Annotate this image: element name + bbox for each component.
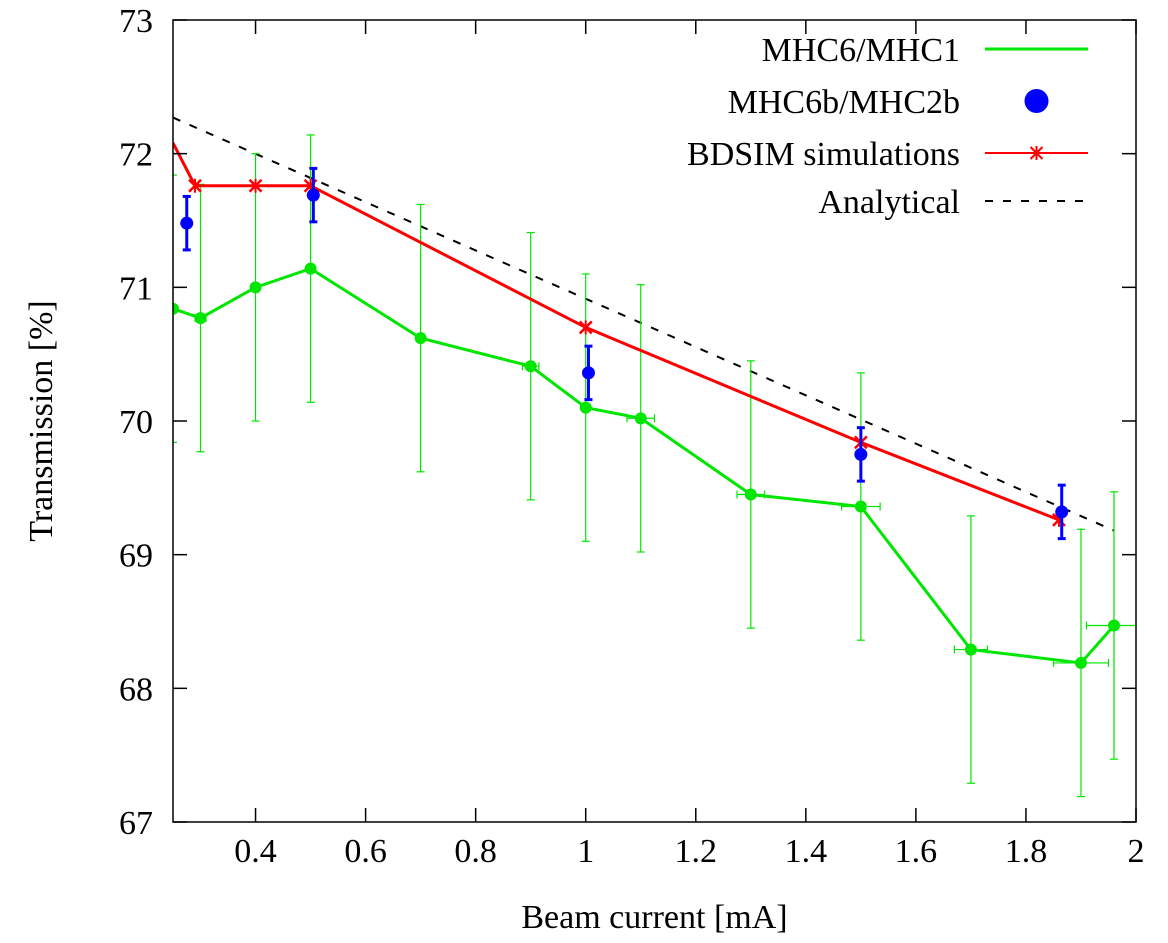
y-tick-label: 68	[119, 671, 153, 708]
axis-ticks: 0.4 0.6 0.8 1 1.2 1.4 1.6 1.8 2 67 68 69 70 71 72 73	[119, 3, 1145, 870]
y-axis-label: Transmission [%]	[23, 300, 60, 542]
y-tick-label: 72	[119, 137, 153, 174]
mhc6b-mhc2b-point	[306, 188, 320, 202]
mhc6-mhc1-point	[414, 332, 427, 345]
mhc6-mhc1-point	[304, 262, 317, 275]
legend-label: MHC6/MHC1	[762, 32, 960, 69]
mhc6-mhc1-point	[854, 500, 867, 513]
mhc6-mhc1-point	[173, 302, 179, 315]
mhc6-mhc1-point	[1074, 656, 1087, 669]
bdsim-point	[578, 320, 593, 335]
legend: MHC6/MHC1 MHC6b/MHC2b BDSIM simulations Ana…	[687, 32, 1088, 221]
y-tick-label: 73	[119, 3, 153, 40]
mhc6-mhc1-point	[744, 488, 757, 501]
x-tick-label: 1.4	[785, 833, 828, 870]
mhc6-mhc1-point	[634, 412, 647, 425]
x-tick-label: 2	[1128, 833, 1145, 870]
bdsim-point	[248, 178, 263, 193]
bdsim-point	[188, 178, 202, 193]
mhc6-mhc1-point	[964, 643, 977, 656]
legend-swatch-mhc6b-mhc2b	[1024, 89, 1049, 113]
mhc6-mhc1-point	[524, 360, 537, 373]
series-layer	[173, 116, 1136, 798]
x-tick-label: 1	[577, 833, 594, 870]
y-tick-label: 67	[119, 805, 153, 842]
y-tick-label: 71	[119, 270, 153, 307]
x-axis-label: Beam current [mA]	[521, 899, 787, 936]
mhc6-mhc1-line	[173, 266, 1116, 665]
legend-label: MHC6b/MHC2b	[728, 84, 960, 121]
x-tick-label: 1.6	[895, 833, 938, 870]
x-tick-label: 1.2	[675, 833, 718, 870]
mhc6-mhc1-point	[1107, 619, 1120, 632]
legend-label: BDSIM simulations	[687, 136, 960, 173]
mhc6b-mhc2b-point	[1055, 505, 1069, 519]
mhc6b-mhc2b-point	[581, 366, 595, 380]
x-tick-label: 0.8	[454, 833, 497, 870]
legend-label: Analytical	[818, 184, 960, 221]
mhc6-mhc1-point	[579, 401, 592, 414]
x-tick-label: 1.8	[1005, 833, 1048, 870]
mhc6b-mhc2b-point	[854, 447, 868, 461]
x-tick-label: 0.6	[344, 833, 387, 870]
mhc6-mhc1-point	[194, 312, 207, 325]
mhc6-mhc1-point	[249, 281, 262, 294]
y-tick-label: 69	[119, 538, 153, 575]
x-tick-label: 0.4	[234, 833, 277, 870]
y-tick-label: 70	[119, 404, 153, 441]
mhc6b-mhc2b-point	[180, 216, 194, 230]
